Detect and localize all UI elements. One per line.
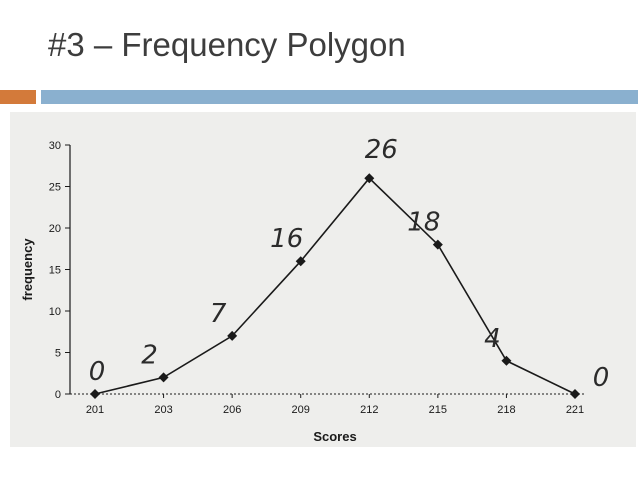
x-axis-label: Scores (313, 429, 356, 444)
annotation-label: 4 (484, 324, 501, 354)
y-tick-label: 5 (55, 348, 61, 360)
x-tick-label: 221 (566, 404, 584, 416)
data-point (227, 330, 238, 341)
data-point (90, 389, 100, 399)
data-point (501, 355, 512, 366)
data-point (364, 173, 375, 184)
x-ticks: 201 203 206 209 212 215 218 221 (86, 394, 584, 416)
y-tick-label: 0 (55, 389, 61, 401)
x-tick-label: 209 (292, 404, 310, 416)
data-point (295, 256, 306, 267)
data-point (570, 389, 580, 399)
data-point (158, 372, 169, 383)
chart-photo-background (10, 112, 636, 447)
slide-title: #3 – Frequency Polygon (48, 26, 406, 63)
annotation-label: 26 (365, 135, 398, 165)
annotation-label: 0 (593, 363, 610, 393)
y-ticks: 0 5 10 15 20 25 30 (49, 140, 70, 401)
y-tick-label: 10 (49, 306, 61, 318)
x-tick-label: 201 (86, 404, 104, 416)
annotation-label: 2 (141, 340, 158, 370)
x-tick-label: 212 (360, 404, 378, 416)
x-tick-label: 218 (497, 404, 515, 416)
series-line (94, 177, 576, 395)
annotation-label: 0 (89, 357, 106, 387)
x-tick-label: 203 (154, 404, 172, 416)
y-tick-label: 15 (49, 265, 61, 277)
accent-bar-blue (41, 90, 638, 104)
y-axis-label: frequency (20, 238, 35, 301)
x-tick-label: 206 (223, 404, 241, 416)
y-tick-label: 25 (49, 182, 61, 194)
handwritten-annotations: 0 2 7 16 26 18 4 0 (89, 135, 610, 393)
annotation-label: 7 (210, 299, 227, 329)
data-points (90, 173, 580, 399)
data-point (432, 239, 443, 250)
x-tick-label: 215 (429, 404, 447, 416)
accent-bar-orange (0, 90, 36, 104)
y-tick-label: 30 (49, 140, 61, 152)
annotation-label: 18 (407, 208, 440, 238)
y-tick-label: 20 (49, 223, 61, 235)
annotation-label: 16 (270, 224, 303, 254)
